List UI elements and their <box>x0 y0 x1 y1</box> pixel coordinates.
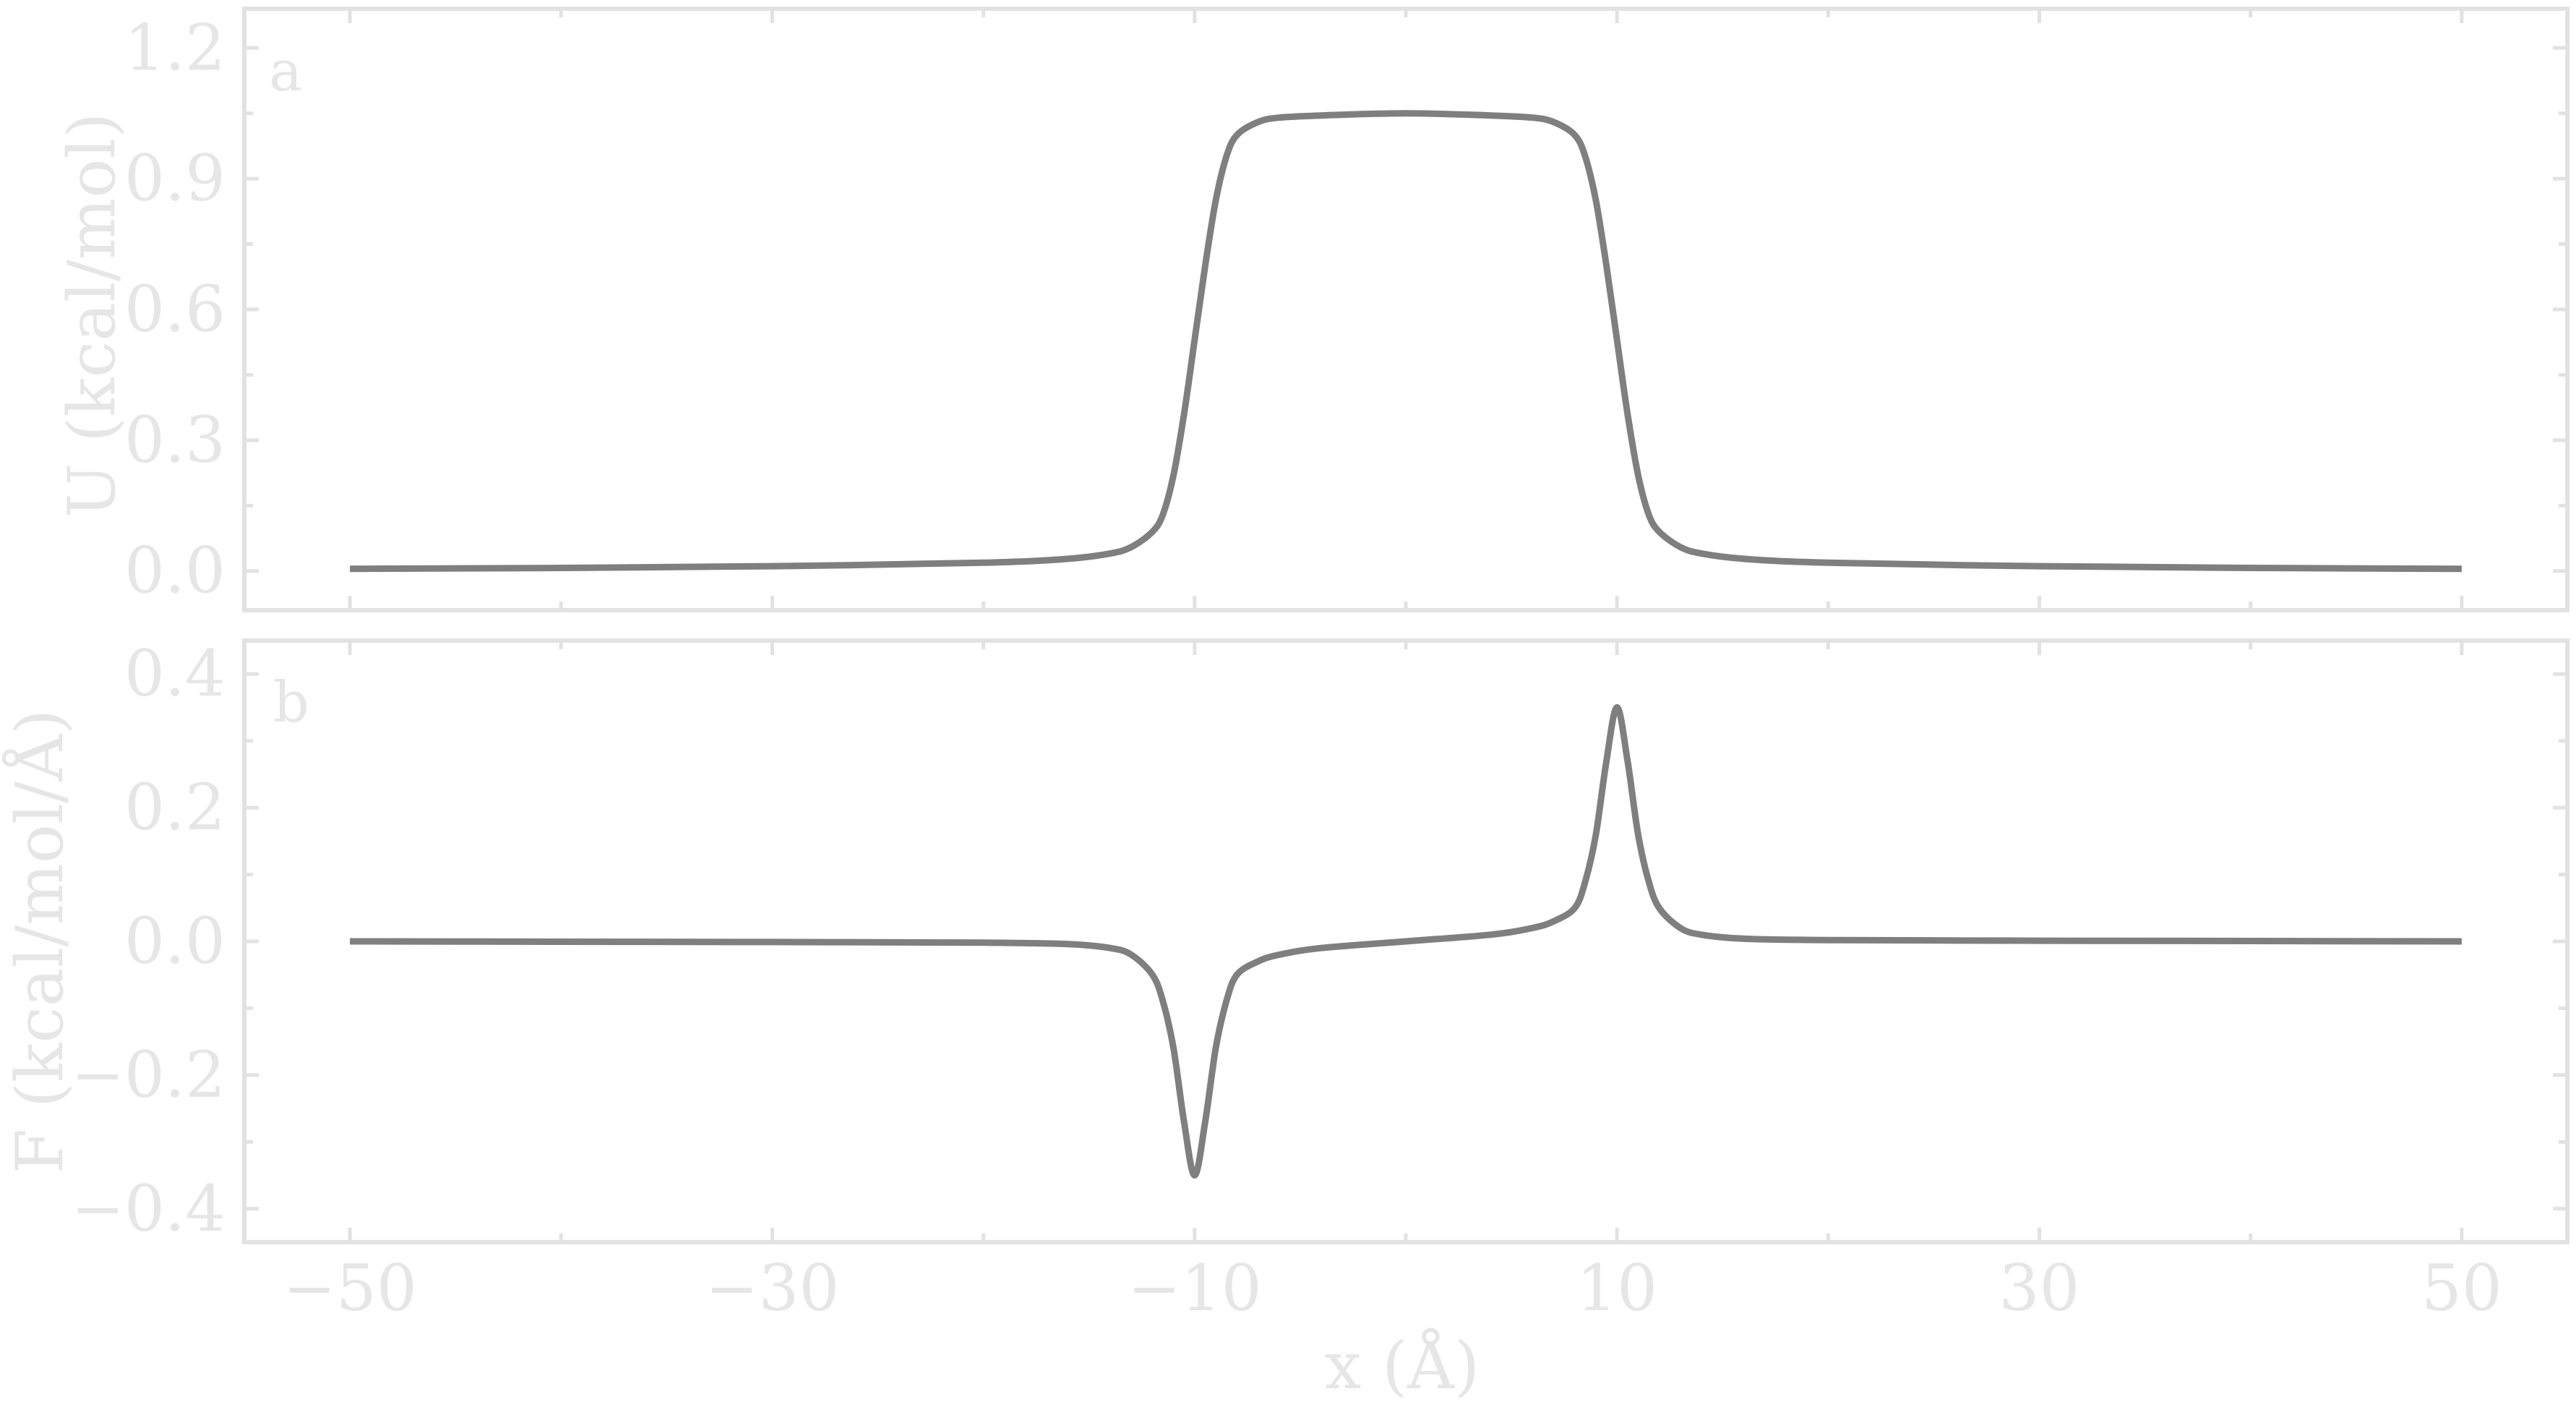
panel-a-frame <box>242 7 2569 612</box>
panel-a-ytick-label: 0.0 <box>124 534 226 608</box>
panel-a-tick-labels: 0.0 0.3 0.6 0.9 1.2 <box>124 10 226 607</box>
x-tick-label: −10 <box>1128 1251 1262 1325</box>
panel-b-tick-labels: −0.4 −0.2 0.0 0.2 0.4 −50 −30 −10 10 30 50 <box>71 636 2502 1325</box>
panel-b-series-line <box>350 703 2462 1179</box>
panel-b-ytick-label: −0.4 <box>71 1171 226 1246</box>
panel-a-series-line <box>350 110 2462 573</box>
panel-a-ytick-label: 0.6 <box>124 272 226 346</box>
panel-a-ytick-label: 0.9 <box>124 141 226 215</box>
panel-b-ytick-label: 0.0 <box>124 904 226 978</box>
panel-b-ylabel: F (kcal/mol/Å) <box>1 709 78 1174</box>
panel-b-letter: b <box>273 670 309 735</box>
panel-b-ytick-label: −0.2 <box>71 1038 226 1112</box>
panel-a-ytick-label: 0.3 <box>124 403 226 477</box>
x-tick-label: −30 <box>705 1251 840 1325</box>
panel-a-ticks <box>244 9 2567 610</box>
x-axis-label: x (Å) <box>1325 1327 1480 1404</box>
panel-b: −0.4 −0.2 0.0 0.2 0.4 −50 −30 −10 10 30 50 b F (kc… <box>1 636 2569 1404</box>
x-tick-label: 30 <box>1999 1251 2080 1325</box>
panel-a-ylabel: U (kcal/mol) <box>54 113 130 518</box>
panel-b-ticks <box>244 641 2567 1242</box>
panel-b-ytick-label: 0.2 <box>124 770 226 844</box>
x-tick-label: −50 <box>283 1251 417 1325</box>
x-tick-label: 50 <box>2421 1251 2502 1325</box>
panel-a-ytick-label: 1.2 <box>124 10 226 85</box>
x-tick-label: 10 <box>1576 1251 1657 1325</box>
panel-a: 0.0 0.3 0.6 0.9 1.2 a U (kcal/mol) <box>54 7 2569 612</box>
panel-a-letter: a <box>269 39 303 104</box>
panel-b-ytick-label: 0.4 <box>124 636 226 711</box>
